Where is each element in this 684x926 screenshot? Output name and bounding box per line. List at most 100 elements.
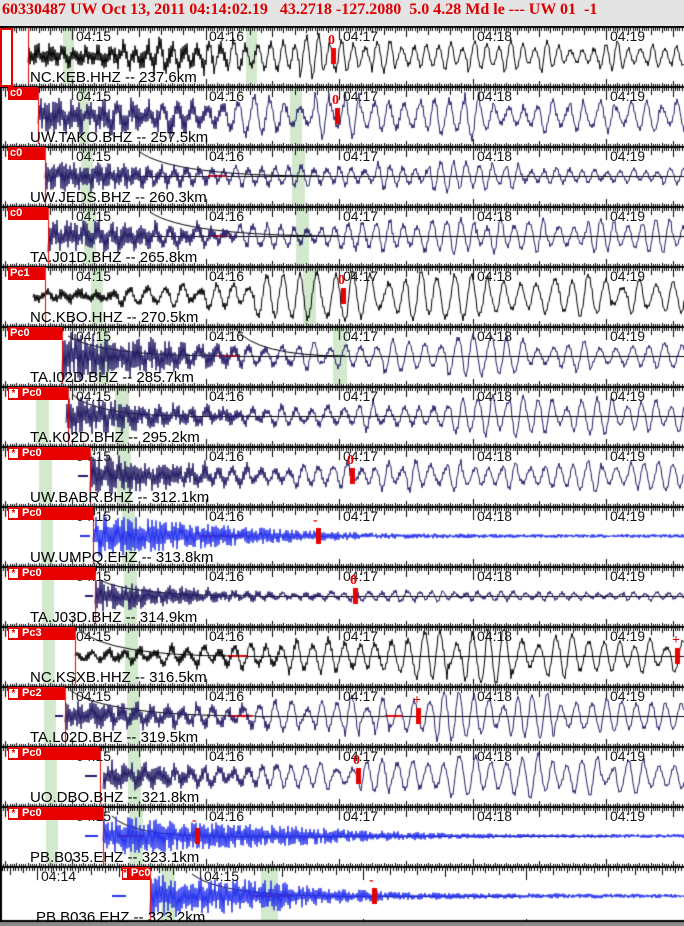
badge-star-icon: * xyxy=(9,509,18,519)
time-label: 04:19 xyxy=(610,568,646,584)
station-label: UO.DBO.BHZ -- 321.8km xyxy=(30,789,200,806)
pick-flag-badge[interactable]: c0 xyxy=(8,147,45,160)
pick-marker-symbol[interactable]: - xyxy=(313,513,318,528)
badge-label: Pc0 xyxy=(22,567,42,579)
pick-flag-badge[interactable]: * Pc3 xyxy=(8,627,75,640)
pick-marker-symbol[interactable]: 0 xyxy=(353,753,360,768)
time-label: 04:17 xyxy=(343,808,379,824)
time-label: 04:18 xyxy=(477,388,513,404)
time-label: 04:19 xyxy=(610,148,646,164)
time-label: 04:16 xyxy=(209,508,245,524)
time-label: 04:19 xyxy=(610,268,646,284)
pick-flag-badge[interactable]: * Pc0 xyxy=(8,807,103,820)
trace-row[interactable]: 04:1504:1604:1704:1804:19*Pc0-PB.B035.EH… xyxy=(0,806,684,866)
badge-label: c0 xyxy=(10,147,23,159)
time-label: 04:16 xyxy=(209,748,245,764)
pick-flag-badge[interactable]: * Pc0 xyxy=(8,387,68,400)
time-label: 04:18 xyxy=(477,808,513,824)
pick-marker-symbol[interactable]: - xyxy=(369,873,374,888)
station-label: TA.K02D.BHZ -- 295.2km xyxy=(30,429,200,446)
station-label: UW.BABR.BHZ -- 312.1km xyxy=(30,489,210,506)
time-label: 04:16 xyxy=(209,568,245,584)
pick-flag-badge[interactable]: * Pc0 xyxy=(8,447,90,460)
trace-row[interactable]: 04:15 04:16 04:17 04:18 04:19 * Pc0 0 UW.BABR.BH… xyxy=(0,446,684,506)
pick-marker-symbol[interactable]: + xyxy=(413,693,421,708)
time-label: 04:17 xyxy=(343,88,379,104)
badge-label: Pc0 xyxy=(22,447,42,459)
trace-row[interactable]: 04:15 04:16 04:17 04:18 04:19 c0 TA.J01D.BHZ -… xyxy=(0,206,684,266)
station-label: UW.JEDS.BHZ -- 260.3km xyxy=(30,189,207,206)
time-label: 04:18 xyxy=(477,748,513,764)
badge-star-icon: * xyxy=(9,449,18,459)
time-label: 04:18 xyxy=(477,148,513,164)
time-label: 04:18 xyxy=(477,88,513,104)
station-label: UW.TAKO.BHZ -- 257.5km xyxy=(30,129,209,146)
time-label: 04:19 xyxy=(610,508,646,524)
trace-flag-box[interactable] xyxy=(0,28,13,87)
trace-row[interactable]: 04:15 04:16 04:17 04:18 04:19 c0 UW.JEDS.BHZ -… xyxy=(0,146,684,206)
pick-flag-badge[interactable]: c0 xyxy=(8,207,48,220)
pick-marker-symbol[interactable]: 0 xyxy=(350,573,357,588)
station-label: UW.UMPQ.EHZ -- 313.8km xyxy=(30,549,214,566)
trace-row[interactable]: 04:15 04:16 04:17 04:18 04:19 * Pc0 TA.K02D.BHZ… xyxy=(0,386,684,446)
trace-row[interactable]: 04:15 04:16 04:17 04:18 04:19 c0 0 UW.TAKO.BHZ … xyxy=(0,86,684,146)
pick-flag-badge[interactable]: Pc1 xyxy=(8,267,45,280)
trace-row[interactable]: 04:15 04:16 04:17 04:18 04:19 * Pc0- UW.UMPQ.EH… xyxy=(0,506,684,566)
time-label: 04:16 xyxy=(209,688,245,704)
pick-flag-badge[interactable]: Pc0 xyxy=(8,327,62,340)
pick-marker-symbol[interactable]: + xyxy=(672,633,680,648)
badge-label: Pc0 xyxy=(130,867,151,879)
time-label: 04:16 xyxy=(209,448,245,464)
pick-marker-symbol[interactable]: 0 xyxy=(347,453,354,468)
badge-label: Pc1 xyxy=(10,267,30,279)
pick-marker-symbol[interactable]: 0 xyxy=(338,273,345,288)
seismogram-canvas[interactable] xyxy=(0,26,684,926)
time-label: 04:19 xyxy=(610,808,646,824)
pick-marker-symbol[interactable]: 0 xyxy=(332,93,339,108)
pick-marker-symbol[interactable]: - xyxy=(192,813,197,828)
trace-row[interactable]: 04:15 04:16 04:17 04:18 04:19 0 NC.KEB.HHZ -- … xyxy=(0,26,684,87)
time-label: 04:16 xyxy=(209,268,245,284)
time-label: 04:16 xyxy=(209,208,245,224)
trace-row[interactable]: 04:15 04:16 04:17 04:18 04:19 * Pc3 + NC.KSXB.HH… xyxy=(0,626,684,686)
time-label: 04:19 xyxy=(610,688,646,704)
badge-star-icon: * xyxy=(9,629,18,639)
badge-label: c0 xyxy=(10,87,23,99)
station-label: TA.J01D.BHZ -- 265.8km xyxy=(30,249,198,266)
time-label: 04:19 xyxy=(610,28,646,44)
trace-row[interactable]: 04:14 04:15 * Pc0 - PB.B036.EHZ -- 323.2km xyxy=(0,866,684,926)
pick-flag-badge[interactable]: * Pc2 xyxy=(8,687,65,700)
badge-star-icon: * xyxy=(9,809,18,819)
time-label: 04:17 xyxy=(343,508,379,524)
time-label: 04:16 xyxy=(209,808,245,824)
pick-flag-badge[interactable]: * Pc0 xyxy=(122,867,150,880)
station-label: TA.I02D.BHZ -- 285.7km xyxy=(30,369,194,386)
trace-row[interactable]: 04:1504:1604:1704:1804:19*Pc00TA.J03D.BH… xyxy=(0,566,684,626)
time-label: 04:14 xyxy=(41,868,77,884)
pick-flag-badge[interactable]: * Pc0 xyxy=(8,747,100,760)
time-label: 04:18 xyxy=(477,28,513,44)
time-label: 04:16 xyxy=(209,28,245,44)
pick-flag-badge[interactable]: * Pc0 xyxy=(8,507,93,520)
time-label: 04:15 xyxy=(76,148,112,164)
time-label: 04:17 xyxy=(343,748,379,764)
trace-row[interactable]: 04:15 04:16 04:17 04:18 04:19 * Pc2 + TA.L02D.BH… xyxy=(0,686,684,746)
badge-star-icon: * xyxy=(9,389,18,399)
time-label: 04:15 xyxy=(76,388,112,404)
badge-label: Pc0 xyxy=(10,327,30,339)
time-label: 04:16 xyxy=(209,148,245,164)
badge-star-icon: * xyxy=(9,689,18,699)
time-label: 04:17 xyxy=(343,448,379,464)
time-label: 04:18 xyxy=(477,688,513,704)
pick-marker-symbol[interactable]: 0 xyxy=(328,33,335,48)
time-label: 04:19 xyxy=(610,88,646,104)
trace-row[interactable]: 04:15 04:16 04:17 04:18 04:19 Pc0 TA.I02D.BHZ … xyxy=(0,326,684,386)
trace-row[interactable]: 04:15 04:16 04:17 04:18 04:19 Pc1 0 NC.KBO.HHZ … xyxy=(0,266,684,326)
trace-row[interactable]: 04:1504:1604:1704:1804:19*Pc00UO.DBO.BHZ… xyxy=(0,746,684,806)
station-label: NC.KBO.HHZ -- 270.5km xyxy=(30,309,199,326)
pick-flag-badge[interactable]: c0 xyxy=(8,87,38,100)
time-label: 04:16 xyxy=(209,388,245,404)
station-label: PB.B036.EHZ -- 323.2km xyxy=(36,909,206,926)
pick-flag-badge[interactable]: * Pc0 xyxy=(8,567,95,580)
